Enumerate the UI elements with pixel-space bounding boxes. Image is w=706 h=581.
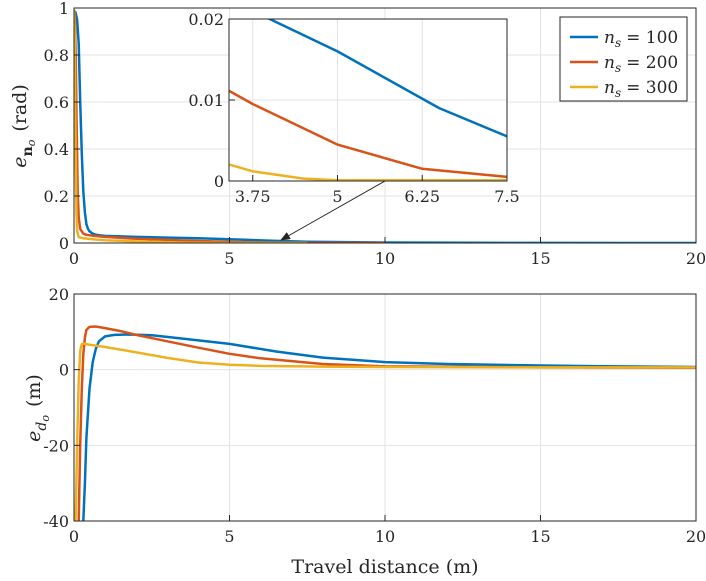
bottom-xtick-label-1: 5 xyxy=(224,527,234,546)
legend-label-200: ns = 200 xyxy=(604,53,678,75)
legend: ns = 100 ns = 200 ns = 300 xyxy=(559,16,688,102)
top-ylabel: eno(rad) xyxy=(9,84,38,167)
top-ytick-label-0: 0 xyxy=(59,234,69,253)
bottom-ylabel: edo(m) xyxy=(23,374,52,442)
bottom-xtick-label-2: 10 xyxy=(375,527,395,546)
bottom-ticks: 0 5 10 15 20 -40 -20 0 20 xyxy=(43,285,706,546)
inset-ytick-label-1: 0.01 xyxy=(188,91,224,110)
inset-zoom: 3.75 5 6.25 7.5 0 0.01 0.02 xyxy=(188,10,520,241)
top-xtick-label-1: 5 xyxy=(224,249,234,268)
legend-label-300: ns = 300 xyxy=(604,78,678,100)
inset-series xyxy=(229,19,507,181)
top-xtick-label-2: 10 xyxy=(375,249,395,268)
top-xtick-label-4: 20 xyxy=(686,249,706,268)
legend-item-300: ns = 300 xyxy=(570,78,678,100)
top-panel: 0 5 10 15 20 0 0.2 0.4 0.6 0.8 1 eno(rad) xyxy=(9,0,706,268)
inset-series-1 xyxy=(265,19,507,138)
top-xtick-label-3: 15 xyxy=(530,249,550,268)
top-ytick-label-1: 0.2 xyxy=(44,187,69,206)
inset-xtick-label-1: 5 xyxy=(332,187,342,206)
bottom-ytick-label-0: -40 xyxy=(43,512,69,531)
inset-ticks: 3.75 5 6.25 7.5 0 0.01 0.02 xyxy=(188,10,519,206)
bottom-series xyxy=(74,325,696,521)
top-ticks: 0 5 10 15 20 0 0.2 0.4 0.6 0.8 1 xyxy=(44,0,706,268)
bottom-xtick-label-3: 15 xyxy=(530,527,550,546)
bottom-ytick-label-1: -20 xyxy=(43,436,69,455)
legend-label-100: ns = 100 xyxy=(604,28,678,50)
bottom-grid xyxy=(73,293,697,522)
inset-series-2 xyxy=(229,89,507,179)
top-ytick-label-4: 0.8 xyxy=(44,46,69,65)
zoom-arrow xyxy=(280,180,386,241)
bottom-panel: 0 5 10 15 20 -40 -20 0 20 edo(m) Travel distance… xyxy=(23,285,706,578)
bottom-series-2 xyxy=(77,325,696,521)
bottom-xtick-label-0: 0 xyxy=(69,527,79,546)
top-xtick-label-0: 0 xyxy=(69,249,79,268)
top-ytick-label-2: 0.4 xyxy=(44,140,69,159)
inset-ytick-label-0: 0 xyxy=(214,172,224,191)
inset-xtick-label-2: 6.25 xyxy=(404,187,440,206)
bottom-series-1 xyxy=(82,333,696,521)
top-ytick-label-5: 1 xyxy=(59,0,69,18)
inset-xtick-label-3: 7.5 xyxy=(494,187,519,206)
legend-item-200: ns = 200 xyxy=(570,53,678,75)
inset-xtick-label-0: 3.75 xyxy=(235,187,271,206)
x-axis-label: Travel distance (m) xyxy=(291,556,478,578)
bottom-ytick-label-3: 20 xyxy=(49,285,69,304)
bottom-series-3 xyxy=(74,342,696,521)
legend-item-100: ns = 100 xyxy=(570,28,678,50)
bottom-xtick-label-4: 20 xyxy=(686,527,706,546)
inset-series-3 xyxy=(229,163,507,181)
inset-ytick-label-2: 0.02 xyxy=(188,10,224,29)
bottom-ytick-label-2: 0 xyxy=(59,361,69,380)
top-ytick-label-3: 0.6 xyxy=(44,93,69,112)
